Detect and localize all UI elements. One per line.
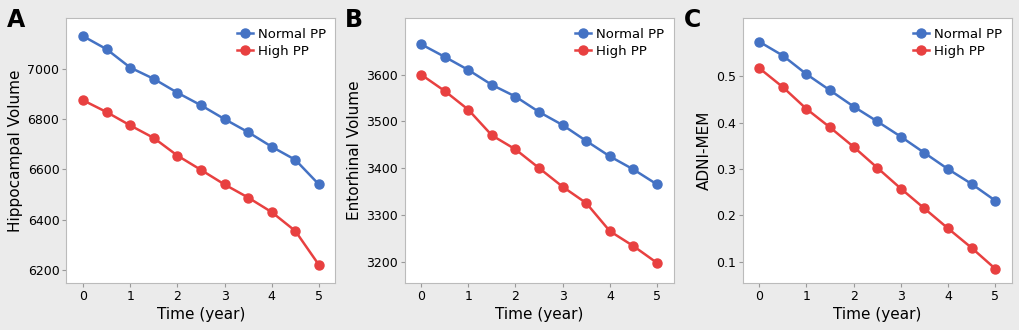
Line: High PP: High PP bbox=[754, 64, 999, 273]
Legend: Normal PP, High PP: Normal PP, High PP bbox=[234, 25, 328, 60]
Normal PP bbox=[603, 154, 615, 158]
Normal PP bbox=[775, 53, 788, 57]
High PP bbox=[847, 145, 859, 149]
Line: High PP: High PP bbox=[78, 96, 323, 270]
High PP bbox=[917, 207, 929, 211]
Text: C: C bbox=[683, 8, 700, 32]
Legend: Normal PP, High PP: Normal PP, High PP bbox=[572, 25, 666, 60]
High PP bbox=[242, 196, 254, 200]
Normal PP bbox=[313, 182, 325, 186]
High PP bbox=[556, 185, 569, 189]
Normal PP bbox=[847, 105, 859, 109]
High PP bbox=[462, 108, 474, 112]
Normal PP bbox=[242, 130, 254, 134]
Line: Normal PP: Normal PP bbox=[754, 37, 999, 205]
Normal PP bbox=[752, 40, 764, 44]
Normal PP bbox=[124, 66, 137, 70]
High PP bbox=[603, 229, 615, 233]
Normal PP bbox=[289, 158, 302, 162]
Normal PP bbox=[627, 167, 639, 171]
Normal PP bbox=[438, 55, 450, 59]
Normal PP bbox=[580, 139, 592, 143]
Normal PP bbox=[941, 167, 953, 171]
High PP bbox=[289, 229, 302, 233]
Normal PP bbox=[650, 182, 662, 186]
High PP bbox=[800, 107, 812, 111]
Y-axis label: ADNI-MEM: ADNI-MEM bbox=[696, 111, 711, 190]
Line: High PP: High PP bbox=[416, 70, 661, 267]
Normal PP bbox=[556, 123, 569, 127]
High PP bbox=[148, 136, 160, 140]
High PP bbox=[313, 263, 325, 267]
High PP bbox=[941, 226, 953, 230]
Normal PP bbox=[195, 103, 207, 107]
Text: B: B bbox=[345, 8, 363, 32]
Normal PP bbox=[508, 95, 521, 99]
Legend: Normal PP, High PP: Normal PP, High PP bbox=[910, 25, 1004, 60]
High PP bbox=[100, 110, 112, 114]
Line: Normal PP: Normal PP bbox=[78, 32, 323, 189]
X-axis label: Time (year): Time (year) bbox=[833, 307, 920, 322]
High PP bbox=[195, 168, 207, 172]
Text: A: A bbox=[7, 8, 25, 32]
High PP bbox=[894, 186, 906, 190]
Normal PP bbox=[76, 34, 89, 38]
High PP bbox=[438, 89, 450, 93]
High PP bbox=[532, 166, 544, 170]
High PP bbox=[965, 246, 977, 250]
Normal PP bbox=[532, 110, 544, 114]
Normal PP bbox=[462, 68, 474, 72]
High PP bbox=[870, 166, 882, 170]
High PP bbox=[218, 182, 230, 186]
High PP bbox=[171, 153, 183, 157]
High PP bbox=[752, 66, 764, 70]
Normal PP bbox=[823, 88, 836, 92]
Normal PP bbox=[218, 117, 230, 121]
X-axis label: Time (year): Time (year) bbox=[157, 307, 245, 322]
Normal PP bbox=[894, 135, 906, 139]
X-axis label: Time (year): Time (year) bbox=[494, 307, 583, 322]
High PP bbox=[580, 201, 592, 205]
Normal PP bbox=[965, 182, 977, 186]
High PP bbox=[988, 267, 1001, 271]
Normal PP bbox=[265, 145, 277, 149]
High PP bbox=[650, 261, 662, 265]
Normal PP bbox=[100, 47, 112, 51]
Normal PP bbox=[415, 42, 427, 46]
Normal PP bbox=[988, 199, 1001, 203]
Normal PP bbox=[917, 151, 929, 155]
High PP bbox=[265, 210, 277, 214]
Normal PP bbox=[485, 83, 497, 87]
High PP bbox=[823, 125, 836, 129]
High PP bbox=[627, 244, 639, 248]
Normal PP bbox=[171, 91, 183, 95]
High PP bbox=[124, 123, 137, 127]
High PP bbox=[485, 133, 497, 137]
Normal PP bbox=[800, 72, 812, 76]
Y-axis label: Hippocampal Volume: Hippocampal Volume bbox=[8, 69, 23, 232]
Y-axis label: Entorhinal Volume: Entorhinal Volume bbox=[346, 81, 361, 220]
Normal PP bbox=[148, 77, 160, 81]
Line: Normal PP: Normal PP bbox=[416, 40, 661, 189]
High PP bbox=[508, 148, 521, 151]
Normal PP bbox=[870, 119, 882, 123]
High PP bbox=[415, 73, 427, 77]
High PP bbox=[76, 98, 89, 102]
High PP bbox=[775, 85, 788, 89]
